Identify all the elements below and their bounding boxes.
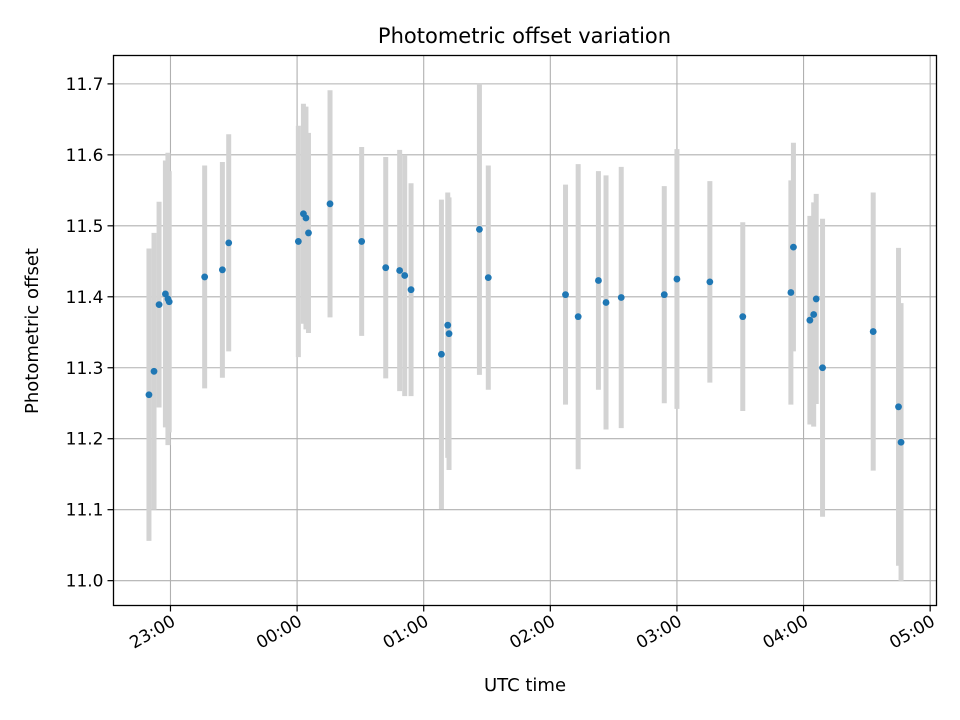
data-point: [218, 266, 226, 274]
data-point: [660, 291, 668, 299]
y-tick-label: 11.6: [66, 146, 104, 166]
data-point: [595, 277, 602, 284]
data-point: [302, 214, 310, 222]
y-axis: 11.0 11.1 11.2 11.3 11.4 11.5 11.6 11.7: [66, 75, 114, 592]
data-point: [294, 238, 302, 245]
data-point: [484, 274, 492, 282]
data-point: [407, 286, 415, 294]
y-tick-label: 11.0: [66, 572, 104, 592]
data-point: [895, 403, 902, 411]
data-point: [155, 301, 163, 308]
data-point: [165, 298, 173, 306]
data-point: [897, 438, 905, 446]
data-point: [673, 275, 681, 283]
data-point: [401, 272, 409, 279]
data-point: [819, 364, 826, 372]
data-point: [396, 267, 404, 274]
data-point: [326, 200, 334, 208]
data-point: [145, 391, 153, 399]
grid-layer: [113, 55, 937, 606]
y-tick-label: 11.3: [66, 359, 104, 379]
data-point: [305, 229, 312, 237]
data-point: [617, 294, 625, 301]
y-axis-label: Photometric offset: [22, 248, 43, 414]
data-point: [225, 239, 233, 247]
data-point: [150, 367, 158, 375]
data-point: [476, 225, 483, 233]
data-point: [445, 330, 453, 338]
data-point: [790, 243, 797, 251]
data-point: [706, 278, 714, 286]
data-point: [201, 273, 209, 281]
data-point: [739, 313, 747, 321]
data-point: [812, 295, 820, 303]
data-point: [358, 238, 366, 245]
y-tick-label: 11.4: [66, 288, 104, 308]
chart-title: Photometric offset variation: [378, 24, 671, 48]
data-point: [869, 328, 877, 335]
point-layer: [145, 200, 905, 446]
y-tick-label: 11.7: [66, 75, 104, 95]
data-point: [382, 264, 390, 272]
data-point: [806, 316, 814, 324]
data-point: [810, 311, 818, 318]
data-point: [444, 321, 452, 329]
data-point: [438, 350, 445, 358]
data-point: [574, 313, 582, 321]
y-tick-label: 11.2: [66, 430, 104, 450]
x-axis-label: UTC time: [484, 675, 566, 696]
y-tick-label: 11.1: [66, 501, 104, 521]
data-point: [562, 291, 569, 299]
data-point: [787, 289, 795, 296]
data-point: [602, 299, 610, 306]
plot-frame: [112, 54, 938, 607]
y-tick-label: 11.5: [66, 217, 104, 237]
